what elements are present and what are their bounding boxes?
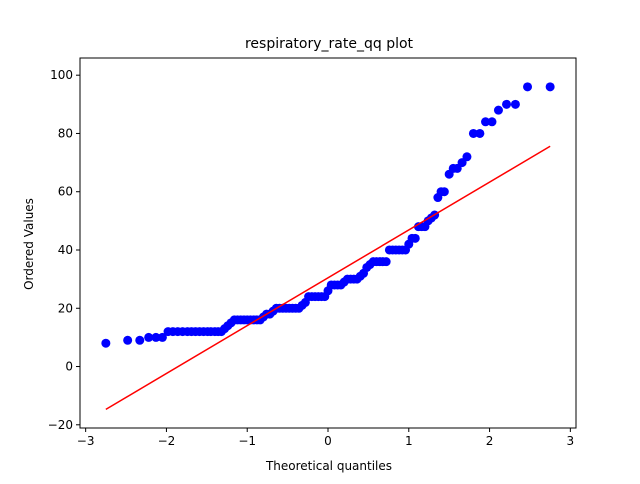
data-point [545, 82, 555, 92]
data-point [101, 338, 111, 348]
chart-title: respiratory_rate_qq plot [245, 36, 414, 52]
data-point [475, 128, 485, 138]
y-tick-label: −20 [48, 418, 73, 432]
y-tick-label: 80 [58, 126, 73, 140]
data-point [123, 335, 133, 345]
x-tick-label: −3 [77, 434, 95, 448]
fit-line [105, 145, 551, 410]
y-tick-label: 40 [58, 243, 73, 257]
data-point [157, 332, 167, 342]
y-tick-label: 0 [65, 360, 73, 374]
data-point [381, 257, 391, 267]
y-axis-label: Ordered Values [22, 198, 36, 290]
y-tick-label: 60 [58, 185, 73, 199]
data-point [439, 187, 449, 197]
data-point [523, 82, 533, 92]
y-tick-label: 20 [58, 301, 73, 315]
data-point [135, 335, 145, 345]
data-point [510, 99, 520, 109]
data-point [410, 233, 420, 243]
data-point [468, 128, 478, 138]
data-point [151, 332, 161, 342]
x-axis-label: Theoretical quantiles [265, 459, 392, 473]
data-point [481, 117, 491, 127]
data-point [487, 117, 497, 127]
data-point [144, 332, 154, 342]
x-tick-label: 3 [567, 434, 575, 448]
x-tick-label: 0 [324, 434, 332, 448]
plot-area [101, 82, 555, 410]
x-tick-label: 2 [486, 434, 494, 448]
data-point [493, 105, 503, 115]
y-tick-label: 100 [50, 68, 73, 82]
x-tick-label: −2 [158, 434, 176, 448]
data-point [462, 152, 472, 162]
x-tick-label: −1 [238, 434, 256, 448]
data-point [502, 99, 512, 109]
x-tick-label: 1 [405, 434, 413, 448]
